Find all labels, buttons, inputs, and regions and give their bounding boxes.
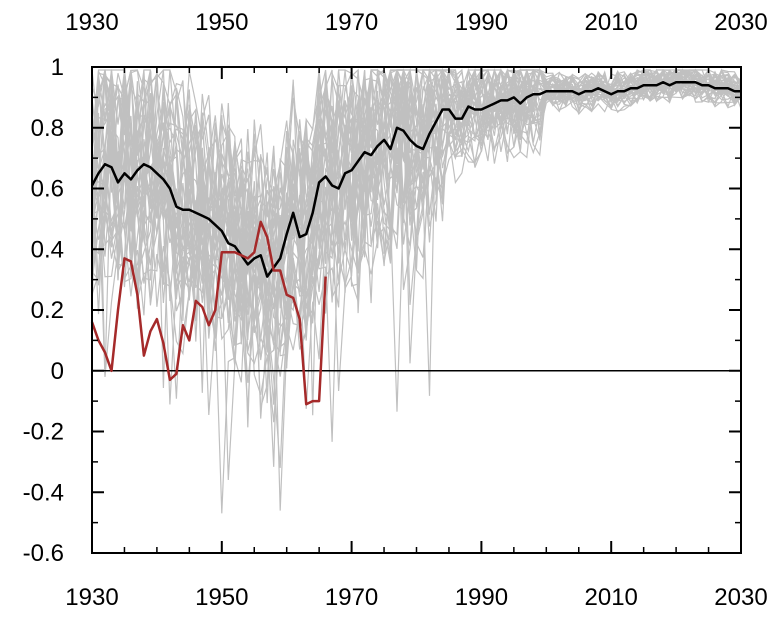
x-tick-label-top: 1950 [195, 9, 248, 36]
x-tick-label-bottom: 1970 [325, 584, 378, 611]
series-lines [90, 80, 741, 406]
y-tick-label: 1 [51, 54, 64, 81]
tick-labels: 1930 1930 1950 1950 1970 1970 1990 1990 2010 2010… [23, 9, 768, 611]
y-tick-label: -0.2 [23, 419, 64, 446]
x-tick-label-bottom: 1930 [65, 584, 118, 611]
observed-series-line [90, 220, 327, 406]
y-tick-label: 0.6 [31, 176, 64, 203]
y-tick-label: -0.6 [23, 540, 64, 567]
x-tick-label-bottom: 1990 [455, 584, 508, 611]
y-tick-label: -0.4 [23, 479, 64, 506]
y-tick-label: 0.8 [31, 115, 64, 142]
x-tick-label-top: 1930 [65, 9, 118, 36]
x-tick-label-bottom: 2010 [585, 584, 638, 611]
x-tick-label-top: 1970 [325, 9, 378, 36]
y-tick-label: 0.4 [31, 236, 64, 263]
y-tick-label: 0.2 [31, 297, 64, 324]
x-tick-label-top: 1990 [455, 9, 508, 36]
ensemble-member-line [91, 68, 742, 347]
ensemble-lines [91, 67, 742, 514]
x-tick-label-top: 2010 [585, 9, 638, 36]
ensemble-member-line [91, 79, 742, 396]
x-tick-label-bottom: 1950 [195, 584, 248, 611]
x-tick-label-bottom: 2030 [714, 584, 767, 611]
mean-series-line [90, 80, 741, 278]
y-tick-label: 0 [51, 358, 64, 385]
axis-ticks [91, 66, 742, 554]
ensemble-member-line [91, 78, 742, 514]
ensemble-member-line [91, 78, 742, 468]
plot-frame [91, 66, 742, 554]
x-tick-label-top: 2030 [714, 9, 767, 36]
